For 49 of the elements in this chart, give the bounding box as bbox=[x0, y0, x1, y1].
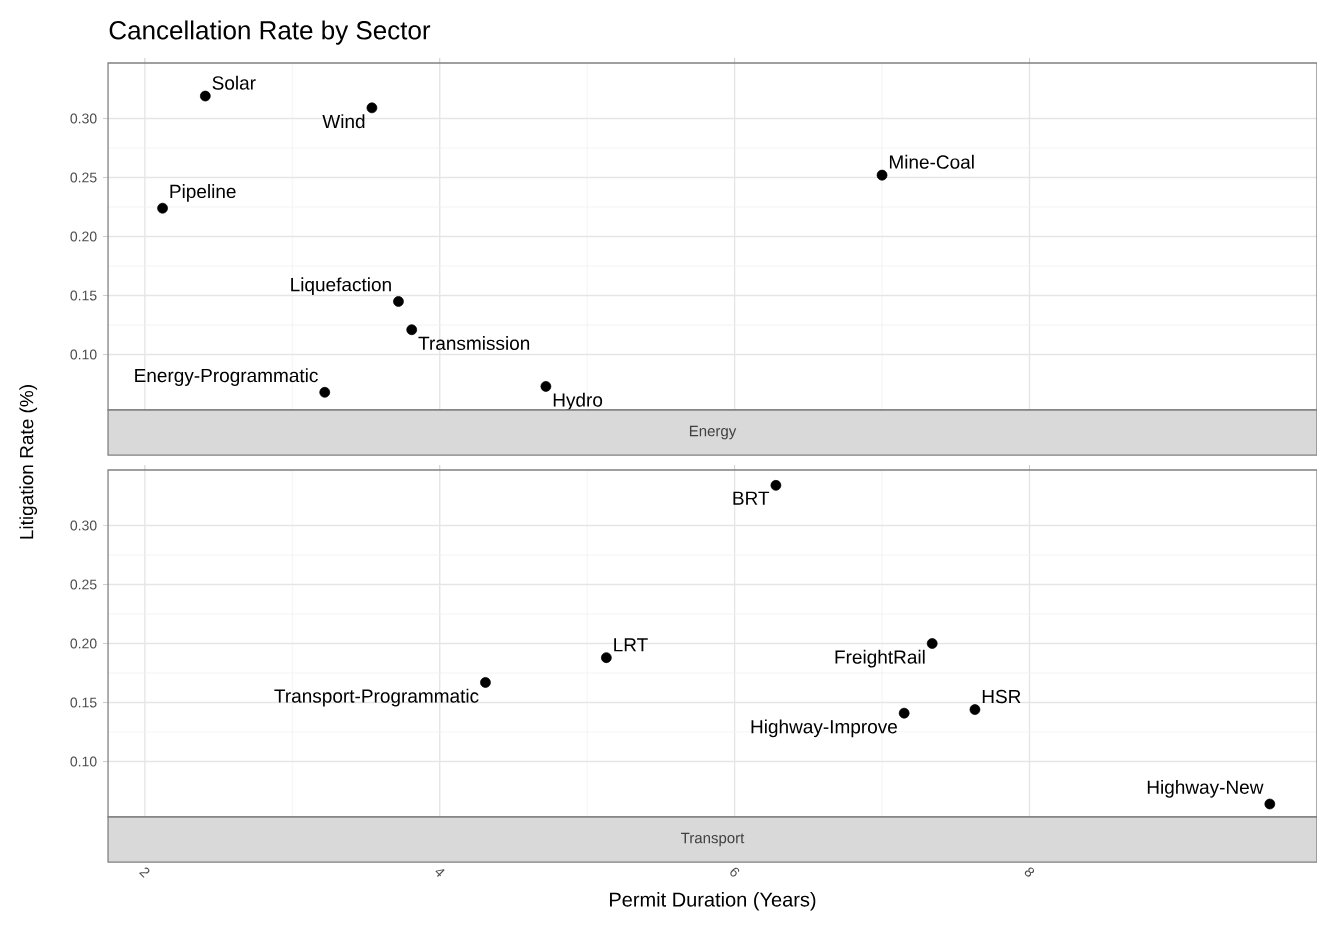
point bbox=[480, 677, 491, 688]
point bbox=[199, 90, 211, 102]
annotation: BRT bbox=[733, 491, 770, 505]
x-tick-label: 6 bbox=[730, 867, 740, 877]
y-tick-label: 0.15 bbox=[70, 290, 97, 301]
point bbox=[876, 169, 888, 181]
annotation: FreightRail bbox=[835, 649, 925, 668]
annotation: Wind bbox=[322, 114, 365, 129]
annotation: Highway-Improve bbox=[751, 719, 897, 738]
point bbox=[969, 704, 981, 715]
text: Energy bbox=[689, 425, 737, 440]
chart-title: Cancellation Rate by Sector bbox=[109, 20, 431, 45]
annotation: Solar bbox=[212, 75, 256, 90]
x-tick-label: 8 bbox=[1024, 867, 1035, 877]
y-tick-label: 0.10 bbox=[70, 349, 97, 360]
annotation: HSR bbox=[982, 689, 1021, 704]
y-axis-title: Litigation Rate (%) bbox=[19, 385, 38, 539]
point bbox=[601, 652, 612, 663]
point bbox=[393, 296, 404, 307]
annotation: Hydro bbox=[553, 392, 603, 411]
x-tick-label: 4 bbox=[435, 869, 445, 877]
annotation: Liquefaction bbox=[291, 277, 391, 296]
point bbox=[1264, 798, 1276, 810]
y-tick-label: 0.20 bbox=[70, 638, 97, 649]
point bbox=[406, 324, 418, 336]
y-tick-label: 0.15 bbox=[70, 697, 97, 708]
x-tick-label: 2 bbox=[139, 867, 150, 878]
annotation: Transport-Programmatic bbox=[274, 688, 479, 707]
annotation: Highway-New bbox=[1147, 779, 1264, 798]
y-tick-label: 0.25 bbox=[70, 579, 97, 590]
text: Transport bbox=[681, 832, 745, 847]
point bbox=[157, 202, 168, 214]
y-tick-label: 0.30 bbox=[70, 520, 97, 531]
y-tick-label: 0.25 bbox=[70, 172, 97, 183]
point bbox=[926, 638, 938, 649]
annotation: Energy-Programmatic bbox=[135, 368, 318, 386]
y-tick-label: 0.10 bbox=[70, 756, 97, 767]
x-axis-title: Permit Duration (Years) bbox=[610, 892, 816, 911]
point bbox=[366, 102, 378, 114]
point bbox=[770, 480, 782, 491]
point bbox=[540, 381, 552, 392]
point bbox=[898, 707, 910, 719]
annotation: Mine-Coal bbox=[889, 154, 974, 169]
annotation: Transmission bbox=[418, 336, 530, 351]
y-tick-label: 0.30 bbox=[70, 113, 97, 124]
y-tick-label: 0.20 bbox=[70, 231, 97, 242]
annotation: Pipeline bbox=[170, 184, 236, 202]
point bbox=[319, 386, 331, 398]
annotation: LRT bbox=[614, 638, 648, 652]
